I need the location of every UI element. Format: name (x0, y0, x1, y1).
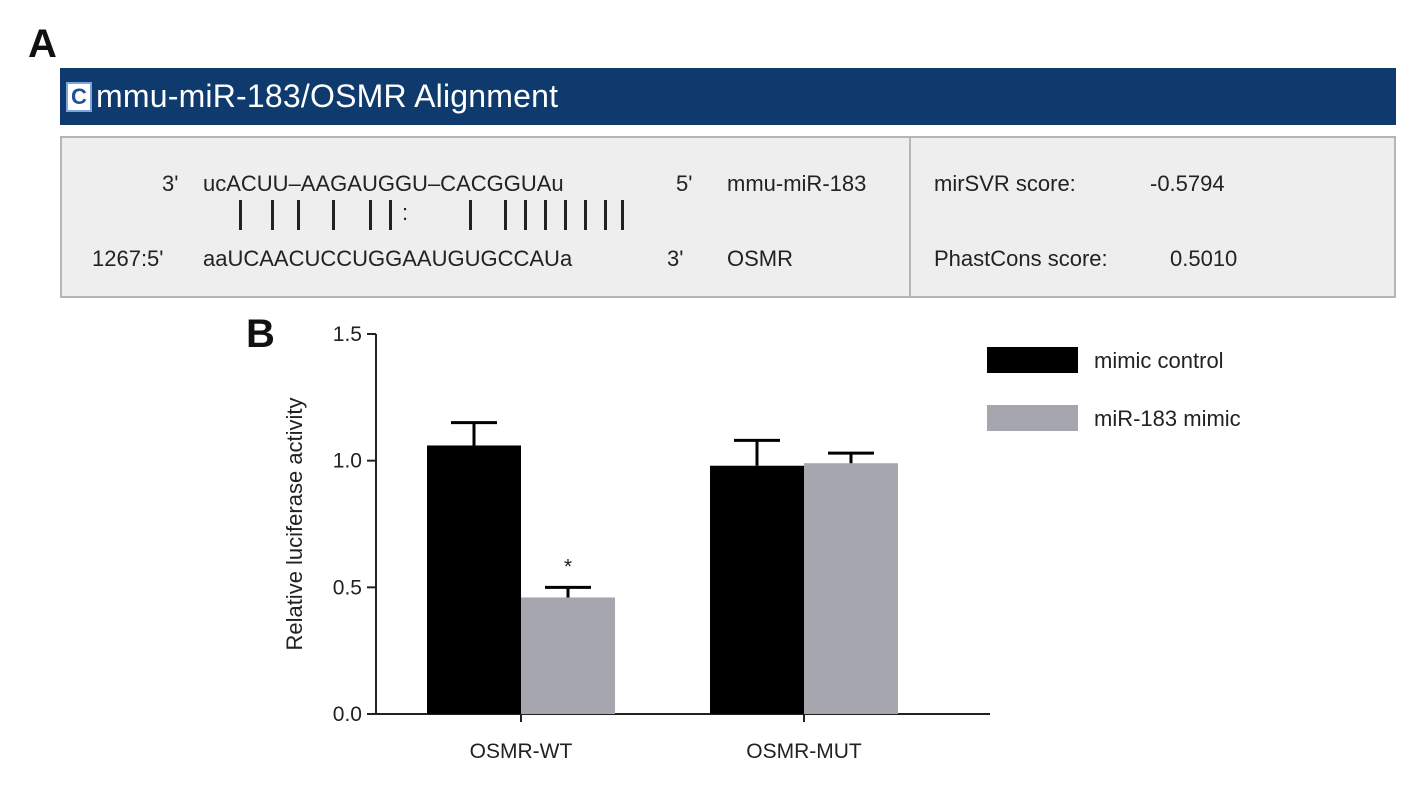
target-end: 3' (667, 246, 684, 271)
mirna-name: mmu-miR-183 (727, 171, 867, 196)
legend-swatch (987, 347, 1078, 373)
alignment-title: mmu-miR-183/OSMR Alignment (96, 78, 559, 114)
x-tick-label: OSMR-MUT (746, 740, 862, 763)
base-pair-mark (604, 200, 607, 230)
target-prefix: 1267:5' (92, 246, 164, 271)
base-pair-mark (524, 200, 527, 230)
base-pair-mark (584, 200, 587, 230)
phastcons-label: PhastCons score: (934, 246, 1108, 271)
wobble-mark: : (402, 200, 409, 225)
bar-mimic-control (710, 465, 804, 714)
x-tick-label: OSMR-WT (470, 740, 573, 763)
target-sequence: aaUCAACUCCUGGAAUGUGCCAUa (203, 246, 573, 271)
base-pair-mark (332, 200, 335, 230)
y-tick-label: 1.5 (333, 323, 362, 346)
mirna-prefix: 3' (162, 171, 179, 196)
base-pair-mark (389, 200, 392, 230)
base-pair-mark (271, 200, 274, 230)
bar-mimic-control (427, 445, 521, 714)
phastcons-value: 0.5010 (1170, 246, 1238, 271)
base-pair-mark (239, 200, 242, 230)
base-pair-mark (621, 200, 624, 230)
y-axis-title: Relative luciferase activity (282, 397, 307, 650)
significance-marker: * (564, 555, 572, 578)
base-pair-mark (369, 200, 372, 230)
y-tick-label: 1.0 (333, 450, 362, 473)
base-pair-mark (564, 200, 567, 230)
y-tick-label: 0.5 (333, 576, 362, 599)
base-pair-mark (504, 200, 507, 230)
base-pair-mark (297, 200, 300, 230)
mirsvr-value: -0.5794 (1150, 171, 1225, 196)
alignment-divider (909, 138, 911, 296)
bar-mir183-mimic (521, 597, 615, 714)
base-pair-mark (544, 200, 547, 230)
panel-a-label: A (28, 22, 57, 66)
base-pair-marks: : (62, 200, 908, 236)
chart-layer: 0.0 0.5 1.0 1.5 Relative luciferase activity… (282, 323, 1241, 763)
target-name: OSMR (727, 246, 793, 271)
bar-mir183-mimic (804, 463, 898, 714)
panel-b-label: B (246, 312, 275, 356)
alignment-box: 3' ucACUU–AAGAUGGU–CACGGUAu 5' mmu-miR-1… (60, 136, 1396, 298)
y-tick-label: 0.0 (333, 703, 362, 726)
mirsvr-label: mirSVR score: (934, 171, 1076, 196)
c-logo-icon: C (66, 81, 92, 112)
alignment-header: C mmu-miR-183/OSMR Alignment (60, 68, 1396, 125)
mirna-end: 5' (676, 171, 693, 196)
legend-swatch (987, 405, 1078, 431)
legend-label: mimic control (1094, 348, 1224, 373)
legend-label: miR-183 mimic (1094, 406, 1241, 431)
base-pair-mark (469, 200, 472, 230)
mirna-sequence: ucACUU–AAGAUGGU–CACGGUAu (203, 171, 564, 196)
